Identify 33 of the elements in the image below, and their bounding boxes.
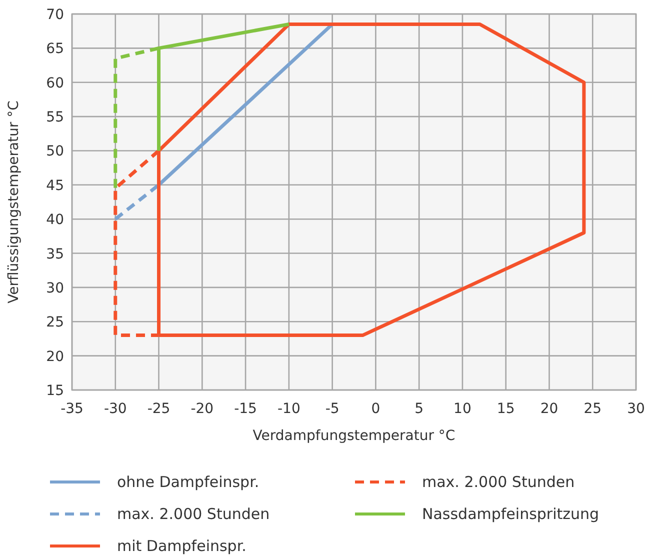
y-axis-title: Verflüssigungstemperatur °C <box>6 100 22 304</box>
x-tick-label: -15 <box>234 401 257 417</box>
x-tick-label: 10 <box>454 401 472 417</box>
y-tick-label: 20 <box>46 348 64 365</box>
y-tick-label: 25 <box>46 314 64 331</box>
x-axis-title: Verdampfungstemperatur °C <box>252 428 456 444</box>
y-tick-label: 40 <box>46 212 64 228</box>
x-tick-label: -20 <box>190 401 214 417</box>
y-tick-label: 35 <box>46 246 64 262</box>
y-tick-label: 65 <box>46 41 64 58</box>
x-tick-label: 15 <box>496 401 515 417</box>
legend-label: max. 2.000 Stunden <box>117 505 270 523</box>
x-tick-label: 5 <box>414 401 424 417</box>
x-tick-label: -10 <box>277 401 300 417</box>
x-tick-label: 25 <box>584 401 602 417</box>
y-tick-label: 30 <box>46 280 64 296</box>
legend-label: max. 2.000 Stunden <box>422 473 575 491</box>
legend-label: Nassdampfeinspritzung <box>422 505 600 523</box>
x-tick-label: 20 <box>540 401 558 417</box>
legend-label: ohne Dampfeinspr. <box>117 473 260 491</box>
x-tick-label: -25 <box>147 401 170 417</box>
x-tick-label: -5 <box>325 401 340 417</box>
y-tick-label: 70 <box>46 7 64 23</box>
y-tick-label: 60 <box>46 75 64 92</box>
y-tick-label: 15 <box>46 383 64 399</box>
y-tick-label: 45 <box>46 178 64 194</box>
y-tick-label: 50 <box>46 144 64 160</box>
y-tick-label: 55 <box>46 110 64 126</box>
x-tick-label: 0 <box>371 401 380 417</box>
x-tick-label: 30 <box>627 401 645 417</box>
legend-label: mit Dampfeinspr. <box>117 537 246 555</box>
x-tick-label: -30 <box>104 401 127 417</box>
x-tick-label: -35 <box>60 401 84 417</box>
